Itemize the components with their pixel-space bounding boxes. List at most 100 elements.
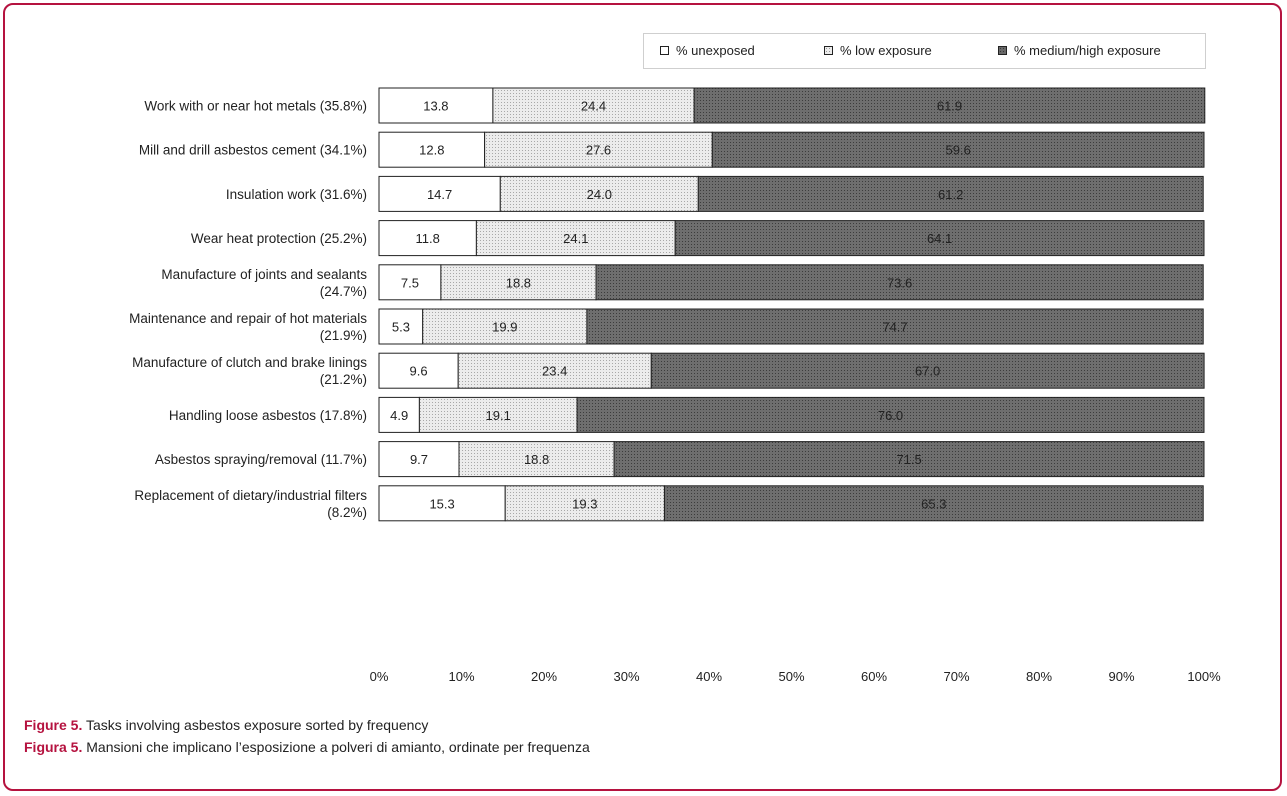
category-label-line: Replacement of dietary/industrial filter… — [134, 488, 367, 503]
data-label-unexposed: 9.6 — [410, 364, 428, 379]
legend-item-low-exposure: % low exposure — [824, 43, 932, 58]
category-label: Work with or near hot metals (35.8%) — [144, 99, 367, 114]
data-label-unexposed: 9.7 — [410, 452, 428, 467]
data-label-medium-high-exposure: 76.0 — [878, 408, 903, 423]
data-label-medium-high-exposure: 73.6 — [887, 275, 912, 290]
chart-row: Manufacture of clutch and brake linings (… — [132, 352, 1205, 389]
bar-segment-low-exposure — [418, 396, 578, 433]
category-label: Mill and drill asbestos cement (34.1%) — [139, 143, 367, 158]
x-tick-label: 90% — [1108, 669, 1134, 684]
data-label-low-exposure: 23.4 — [542, 364, 567, 379]
x-tick-label: 40% — [696, 669, 722, 684]
legend-item-medium-high-exposure: % medium/high exposure — [998, 43, 1161, 58]
category-label-line: Handling loose asbestos (17.8%) — [169, 408, 367, 423]
category-label-line: (8.2%) — [327, 505, 367, 520]
data-label-unexposed: 14.7 — [427, 187, 452, 202]
category-label-line: (24.7%) — [320, 284, 367, 299]
x-tick-label: 60% — [861, 669, 887, 684]
x-tick-label: 100% — [1187, 669, 1221, 684]
chart-row: Manufacture of joints and sealants (24.7%… — [161, 264, 1204, 301]
caption-english-text: Tasks involving asbestos exposure sorted… — [82, 717, 429, 733]
category-label: Handling loose asbestos (17.8%) — [169, 408, 367, 423]
bar-segment-low-exposure — [475, 220, 676, 257]
caption-italian: Figura 5. Mansioni che implicano l’espos… — [24, 739, 590, 755]
category-label-line: Wear heat protection (25.2%) — [191, 231, 367, 246]
bar-segment-medium-high-exposure — [576, 396, 1205, 433]
category-label-line: Maintenance and repair of hot materials — [129, 311, 367, 326]
data-label-unexposed: 15.3 — [429, 496, 454, 511]
chart-row: Maintenance and repair of hot materials (… — [129, 308, 1204, 345]
data-label-low-exposure: 18.8 — [506, 275, 531, 290]
data-label-unexposed: 7.5 — [401, 275, 419, 290]
caption-english-lead: Figure 5. — [24, 717, 83, 733]
data-label-medium-high-exposure: 67.0 — [915, 364, 940, 379]
chart-row: Replacement of dietary/industrial filter… — [134, 485, 1204, 522]
bar-segment-medium-high-exposure — [711, 131, 1205, 168]
bar-segment-medium-high-exposure — [650, 352, 1205, 389]
x-tick-label: 80% — [1026, 669, 1052, 684]
data-label-medium-high-exposure: 65.3 — [921, 496, 946, 511]
data-label-unexposed: 11.8 — [416, 231, 440, 246]
category-label-line: (21.9%) — [320, 328, 367, 343]
data-label-medium-high-exposure: 71.5 — [896, 452, 921, 467]
caption-italian-text: Mansioni che implicano l’esposizione a p… — [82, 739, 590, 755]
bar-segment-low-exposure — [440, 264, 597, 301]
data-label-low-exposure: 18.8 — [524, 452, 549, 467]
x-tick-label: 50% — [778, 669, 804, 684]
legend-label-medium-high-exposure: % medium/high exposure — [1014, 43, 1161, 58]
data-label-medium-high-exposure: 61.2 — [938, 187, 963, 202]
bar-segment-unexposed — [378, 396, 420, 433]
bar-segment-medium-high-exposure — [674, 220, 1205, 257]
bar-segment-medium-high-exposure — [613, 441, 1205, 478]
bar-segment-unexposed — [378, 485, 506, 522]
legend-swatch-medium-high-exposure — [998, 46, 1007, 55]
bar-segment-unexposed — [378, 220, 477, 257]
data-label-low-exposure: 19.1 — [486, 408, 511, 423]
data-label-unexposed: 5.3 — [392, 320, 410, 335]
bar-segment-medium-high-exposure — [697, 175, 1204, 212]
bar-segment-medium-high-exposure — [693, 87, 1206, 124]
category-label: Manufacture of clutch and brake linings (… — [132, 355, 367, 387]
chart-row: Work with or near hot metals (35.8%) 13.8… — [144, 87, 1206, 124]
x-tick-label: 20% — [531, 669, 557, 684]
data-label-medium-high-exposure: 64.1 — [927, 231, 952, 246]
category-label: Replacement of dietary/industrial filter… — [134, 488, 367, 520]
bar-segment-medium-high-exposure — [586, 308, 1204, 345]
category-label-line: Insulation work (31.6%) — [226, 187, 367, 202]
stacked-bar-chart: Work with or near hot metals (35.8%) 13.8… — [129, 87, 1221, 684]
bar-segment-low-exposure — [504, 485, 665, 522]
bar-segment-low-exposure — [422, 308, 588, 345]
chart-row: Wear heat protection (25.2%) 11.8 24.1 64.1 — [191, 220, 1205, 257]
data-label-low-exposure: 27.6 — [586, 143, 611, 158]
chart-row: Insulation work (31.6%) 14.7 24.0 61.2 — [226, 175, 1204, 212]
category-label: Maintenance and repair of hot materials (… — [129, 311, 367, 343]
bar-segment-medium-high-exposure — [595, 264, 1204, 301]
category-label: Asbestos spraying/removal (11.7%) — [155, 452, 367, 467]
data-label-unexposed: 13.8 — [423, 99, 448, 114]
category-label-line: Asbestos spraying/removal (11.7%) — [155, 452, 367, 467]
bar-segment-unexposed — [378, 131, 486, 168]
data-label-unexposed: 4.9 — [390, 408, 408, 423]
data-label-low-exposure: 24.1 — [563, 231, 588, 246]
category-label-line: Mill and drill asbestos cement (34.1%) — [139, 143, 367, 158]
bar-segment-unexposed — [378, 264, 442, 301]
data-label-low-exposure: 24.4 — [581, 99, 606, 114]
legend-label-unexposed: % unexposed — [676, 43, 755, 58]
chart-row: Asbestos spraying/removal (11.7%) 9.7 18.8… — [155, 441, 1205, 478]
caption-italian-lead: Figura 5. — [24, 739, 83, 755]
data-label-medium-high-exposure: 59.6 — [946, 143, 971, 158]
data-label-low-exposure: 24.0 — [587, 187, 612, 202]
x-tick-label: 0% — [370, 669, 389, 684]
data-label-low-exposure: 19.3 — [572, 496, 597, 511]
bar-segment-low-exposure — [457, 352, 652, 389]
bar-segment-low-exposure — [492, 87, 695, 124]
category-label: Wear heat protection (25.2%) — [191, 231, 367, 246]
bar-segment-medium-high-exposure — [664, 485, 1204, 522]
category-label-line: Work with or near hot metals (35.8%) — [144, 99, 367, 114]
data-label-medium-high-exposure: 61.9 — [937, 99, 962, 114]
category-label: Manufacture of joints and sealants (24.7%… — [161, 267, 367, 299]
x-tick-label: 30% — [613, 669, 639, 684]
category-label: Insulation work (31.6%) — [226, 187, 367, 202]
legend-swatch-low-exposure — [824, 46, 833, 55]
bar-segment-unexposed — [378, 175, 501, 212]
